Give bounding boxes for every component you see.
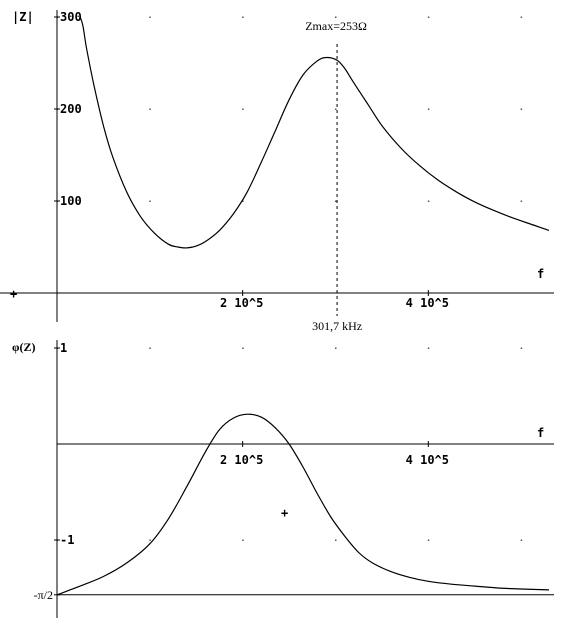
- origin-cross-marker: +: [10, 287, 17, 301]
- grid-dot: [242, 200, 244, 202]
- grid-dot: [149, 347, 151, 349]
- grid-dot: [520, 347, 523, 349]
- grid-dot: [242, 16, 244, 18]
- y-axis-label: φ(Z): [12, 340, 35, 354]
- x-tick-label: 2 10^5: [220, 296, 263, 310]
- grid-dot: [242, 539, 244, 541]
- grid-dot: [520, 16, 523, 18]
- grid-dot: [149, 200, 151, 202]
- cross-marker: +: [281, 506, 288, 520]
- x-tick-label: 4 10^5: [406, 296, 449, 310]
- impedance-phase-plot: 1 -1 -π/2 2 10^5 4 10^5 φ(Z) f +: [12, 340, 554, 618]
- y-tick-label: 200: [60, 102, 82, 116]
- x-tick-label: 2 10^5: [220, 453, 263, 467]
- peak-value-label: Zmax=253Ω: [305, 19, 367, 33]
- grid-dot: [149, 539, 151, 541]
- grid-dot: [427, 200, 430, 202]
- y-tick-label: -π/2: [34, 588, 53, 602]
- grid-dot: [334, 108, 337, 110]
- peak-frequency-label: 301,7 kHz: [312, 319, 362, 333]
- grid-dot: [427, 539, 430, 541]
- grid-dot: [242, 347, 244, 349]
- grid-dot: [427, 108, 430, 110]
- grid-dot: [520, 200, 523, 202]
- series-line: [56, 413, 550, 596]
- y-axis-label: |Z|: [12, 10, 34, 24]
- x-axis-label: f: [537, 267, 544, 281]
- grid-dot: [520, 108, 523, 110]
- y-tick-label: 300: [60, 10, 82, 24]
- grid-dot: [149, 16, 151, 18]
- grid-dot: [334, 200, 337, 202]
- y-tick-label: -1: [60, 533, 74, 547]
- y-tick-label: 1: [60, 341, 67, 355]
- x-tick-label: 4 10^5: [406, 453, 449, 467]
- grid-dot: [149, 108, 151, 110]
- impedance-magnitude-plot: 100 200 300 2 10^5 4 10^5 |Z| f + Zmax=253Ω 301,7…: [0, 10, 554, 333]
- y-tick-label: 100: [60, 194, 82, 208]
- grid-dot: [242, 108, 244, 110]
- grid-dot: [334, 539, 337, 541]
- grid-dot: [520, 539, 523, 541]
- grid-dot: [427, 347, 430, 349]
- x-axis-label: f: [537, 426, 544, 440]
- grid-dot: [334, 347, 337, 349]
- grid-dot: [334, 16, 337, 18]
- grid-dot: [427, 16, 430, 18]
- series-line: [79, 16, 550, 249]
